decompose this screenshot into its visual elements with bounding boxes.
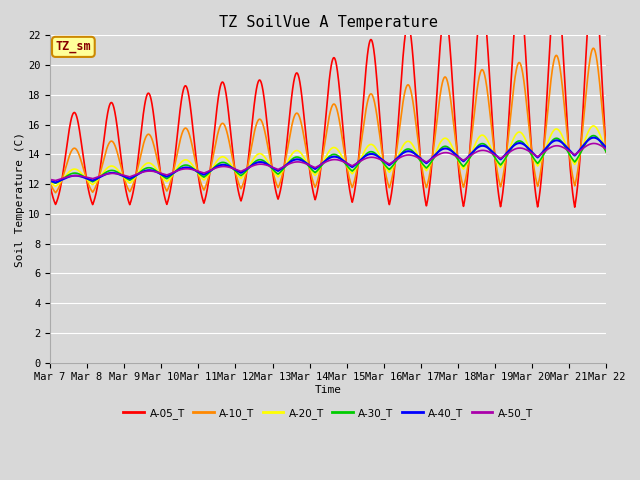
A-20_T [602, 149, 610, 155]
A-20_T [52, 183, 60, 189]
A-30_T [260, 158, 268, 164]
A-40_T [532, 153, 540, 158]
A-20_T [589, 123, 597, 129]
A-10_T [532, 175, 540, 180]
A-05_T [571, 204, 579, 210]
A-10_T [592, 50, 600, 56]
A-40_T [592, 135, 600, 141]
A-50_T [592, 141, 600, 146]
Line: A-40_T: A-40_T [50, 138, 606, 182]
A-40_T [46, 178, 54, 184]
A-30_T [110, 168, 118, 173]
Line: A-50_T: A-50_T [50, 144, 606, 180]
A-50_T [143, 168, 150, 174]
A-50_T [532, 153, 540, 158]
X-axis label: Time: Time [315, 385, 342, 395]
A-05_T [532, 189, 540, 195]
A-20_T [532, 160, 540, 166]
Y-axis label: Soil Temperature (C): Soil Temperature (C) [15, 132, 25, 266]
A-05_T [46, 182, 54, 188]
A-05_T [109, 103, 117, 109]
Text: TZ_sm: TZ_sm [56, 40, 91, 53]
A-20_T [592, 124, 600, 130]
A-40_T [52, 180, 60, 185]
A-40_T [284, 161, 291, 167]
A-30_T [589, 132, 597, 138]
A-05_T [259, 90, 267, 96]
A-10_T [260, 123, 268, 129]
A-30_T [284, 161, 291, 167]
A-50_T [284, 162, 291, 168]
A-40_T [260, 160, 268, 166]
Legend: A-05_T, A-10_T, A-20_T, A-30_T, A-40_T, A-50_T: A-05_T, A-10_T, A-20_T, A-30_T, A-40_T, … [119, 404, 537, 423]
A-50_T [260, 162, 268, 168]
A-20_T [110, 164, 118, 169]
A-30_T [532, 158, 540, 164]
A-05_T [602, 149, 610, 155]
A-40_T [602, 145, 610, 151]
A-20_T [46, 179, 54, 185]
A-40_T [110, 170, 118, 176]
A-30_T [592, 133, 600, 139]
A-10_T [589, 46, 597, 51]
A-40_T [590, 135, 598, 141]
A-10_T [602, 147, 610, 153]
Line: A-30_T: A-30_T [50, 135, 606, 183]
A-50_T [46, 177, 54, 182]
A-40_T [143, 168, 150, 173]
A-50_T [602, 146, 610, 152]
Title: TZ SoilVue A Temperature: TZ SoilVue A Temperature [219, 15, 438, 30]
A-30_T [143, 165, 150, 171]
A-10_T [52, 190, 60, 196]
A-10_T [143, 133, 150, 139]
A-20_T [143, 160, 150, 166]
A-10_T [110, 140, 118, 146]
A-05_T [143, 94, 150, 99]
A-30_T [46, 178, 54, 183]
A-10_T [284, 145, 291, 151]
A-20_T [260, 153, 268, 158]
A-20_T [284, 159, 291, 165]
A-30_T [602, 149, 610, 155]
A-50_T [52, 178, 60, 183]
A-50_T [110, 170, 118, 176]
A-50_T [590, 141, 598, 146]
Line: A-05_T: A-05_T [50, 0, 606, 207]
A-05_T [284, 134, 291, 140]
Line: A-10_T: A-10_T [50, 48, 606, 193]
Line: A-20_T: A-20_T [50, 126, 606, 186]
A-10_T [46, 180, 54, 186]
A-30_T [52, 180, 60, 186]
